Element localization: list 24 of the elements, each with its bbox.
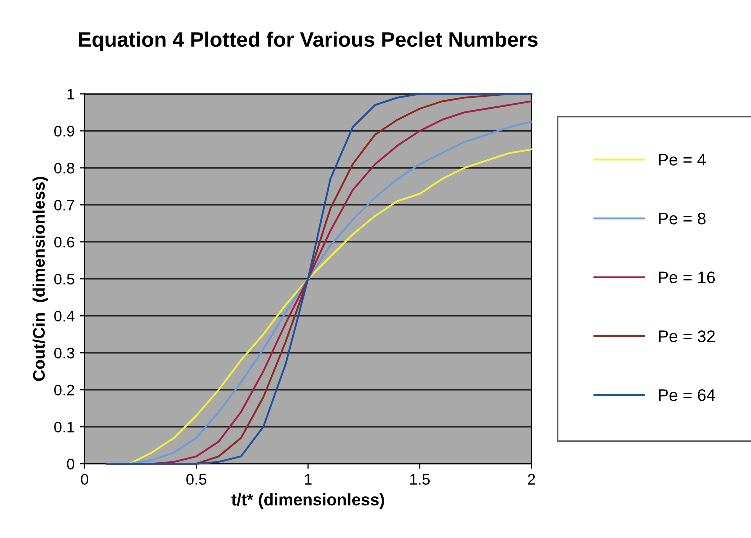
x-tick-label: 0 — [81, 474, 89, 485]
y-tick-label: 0.8 — [54, 162, 74, 174]
y-tick-label: 0.6 — [54, 236, 74, 248]
chart-title: Equation 4 Plotted for Various Peclet Numbers — [79, 32, 538, 52]
legend-label: Pe = 8 — [659, 212, 706, 225]
x-tick-label: 1 — [305, 474, 312, 485]
y-tick-label: 0.9 — [54, 126, 74, 137]
legend-label: Pe = 32 — [659, 330, 715, 342]
y-tick-label: 0.3 — [54, 348, 74, 359]
legend-label: Pe = 4 — [659, 154, 706, 166]
y-tick-label: 0.2 — [54, 384, 74, 396]
y-tick-label: 0.5 — [54, 274, 74, 285]
y-tick-label: 0.1 — [54, 422, 74, 433]
x-tick-label: 2 — [528, 474, 536, 485]
y-tick-label: 1 — [68, 89, 74, 100]
y-tick-label: 0.4 — [54, 310, 75, 322]
y-tick-label: 0.7 — [54, 200, 74, 211]
x-axis-title: t/t* (dimensionless) — [232, 494, 384, 510]
legend-label: Pe = 16 — [659, 272, 716, 284]
y-axis-title: Cout/Cin (dimensionless) — [32, 177, 48, 382]
y-tick-label: 0 — [67, 458, 75, 470]
x-tick-label: 0.5 — [186, 474, 207, 485]
legend-label: Pe = 64 — [659, 390, 716, 402]
x-tick-label: 1.5 — [410, 474, 430, 485]
